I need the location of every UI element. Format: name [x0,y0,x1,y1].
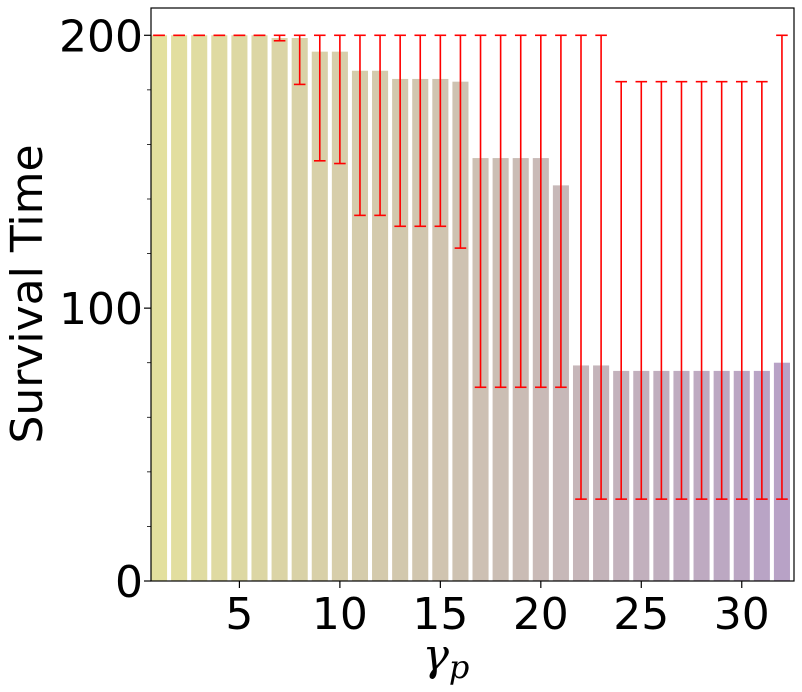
bar [331,51,348,581]
bar [452,81,469,582]
x-tick-label: 5 [225,589,253,640]
y-tick-label: 0 [115,557,143,608]
x-tick-label: 10 [312,589,368,640]
bar [231,35,248,582]
bar [392,78,409,581]
y-axis-label: Survival Time [2,144,53,443]
bar [412,78,429,581]
x-tick-label: 20 [513,589,569,640]
x-tick-label: 30 [714,589,770,640]
bars-group [151,35,790,582]
bar [372,70,389,581]
plot-frame [150,7,795,582]
bar [171,35,188,582]
x-tick-label: 25 [613,589,669,640]
y-tick-label: 100 [59,284,143,335]
error-bars-group [153,34,788,500]
bar [151,35,168,582]
y-axis-ticks: 0 100 200 [59,11,151,608]
bar [251,35,268,582]
bar [311,51,328,581]
x-axis-label: γp [423,630,470,686]
bar [191,35,208,582]
y-minor-ticks [147,89,151,527]
bar [211,35,228,582]
x-axis-label-symbol: γ [423,630,450,681]
y-tick-label: 200 [59,11,143,62]
bar [351,70,369,581]
bar [291,38,308,582]
x-axis-label-subscript: p [449,648,469,686]
x-tick-label: 15 [412,589,468,640]
x-axis-ticks: 5 10 15 20 25 30 [225,581,770,640]
bar [432,78,449,581]
bar [271,38,288,582]
